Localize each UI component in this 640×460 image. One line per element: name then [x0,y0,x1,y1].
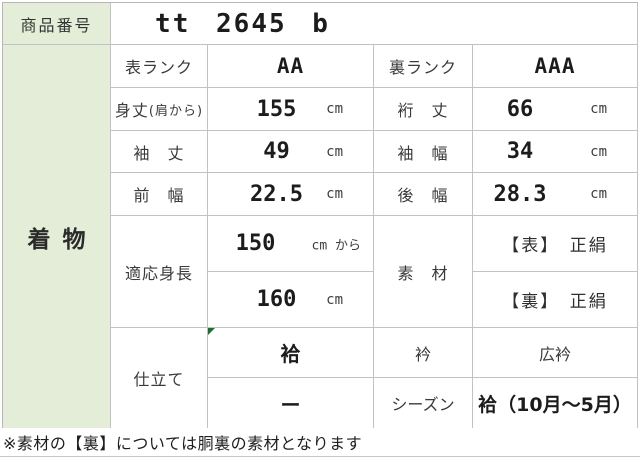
back-width-label: 後 幅 [374,173,473,216]
sleeve-width-unit: cm [590,143,607,160]
yuki-unit: cm [590,101,607,117]
yuki-value: 66 [506,96,534,122]
sleeve-width-label: 袖 幅 [374,131,473,173]
height-min-value: 150 [235,231,276,256]
back-width-value-cell: 28.3 cm [473,173,638,216]
cell-corner-marker-icon [208,328,215,335]
spec-table: 商品番号 tt 2645 b 着物 表ランク AA 裏ランク AAA 身丈 (肩か… [2,2,638,429]
footnote: ※素材の【裏】については胴裏の素材となります [0,428,640,457]
body-length-label-main: 身丈 [114,101,149,120]
body-length-label-sub: (肩から) [148,103,204,119]
sleeve-length-label: 袖 丈 [111,131,208,173]
body-length-unit: cm [326,101,343,117]
sleeve-length-unit: cm [326,143,343,160]
sleeve-width-value-cell: 34 cm [473,131,638,173]
height-max-value: 160 [256,287,297,312]
back-rank-value: AAA [473,45,638,88]
collar-value: 広衿 [473,328,638,378]
front-width-value: 22.5 [250,181,303,207]
season-value: 袷（10月〜5月） [473,378,638,429]
height-max-cell: 160 cm [208,272,374,328]
front-rank-value: AA [208,45,374,88]
front-width-value-cell: 22.5 cm [208,173,374,216]
back-width-unit: cm [590,186,607,202]
sleeve-width-value: 34 [506,139,534,164]
tailoring-value-cell: 袷 [208,328,374,378]
sleeve-length-value-cell: 49 cm [208,131,374,173]
tailoring-value: 袷 [280,342,301,366]
yuki-value-cell: 66 cm [473,88,638,131]
product-number-cell: tt 2645 b [111,3,638,45]
sleeve-length-value: 49 [263,139,290,164]
back-width-value: 28.3 [493,181,547,207]
tailoring-value-bottom: ー [208,378,374,429]
body-length-value-cell: 155 cm [208,88,374,131]
material-front-value: 【表】 正絹 [473,216,638,272]
front-rank-label: 表ランク [111,45,208,88]
material-label: 素 材 [374,216,473,328]
body-length-label: 身丈 (肩から) [111,88,208,131]
height-min-unit: cm から [311,238,361,253]
tailoring-label: 仕立て [111,328,208,429]
material-back-value: 【裏】 正絹 [473,272,638,328]
front-width-label: 前 幅 [111,173,208,216]
front-width-unit: cm [326,186,343,202]
category-cell: 着物 [3,45,111,429]
height-min-cell: 150 cm から [208,216,374,272]
yuki-label: 裄 丈 [374,88,473,131]
collar-label: 衿 [374,328,473,378]
back-rank-label: 裏ランク [374,45,473,88]
product-number-label: 商品番号 [3,3,111,45]
season-label: シーズン [374,378,473,429]
height-max-unit: cm [326,291,343,308]
product-number-value: tt 2645 b [155,8,330,39]
body-length-value: 155 [256,96,297,122]
height-range-label: 適応身長 [111,216,208,328]
